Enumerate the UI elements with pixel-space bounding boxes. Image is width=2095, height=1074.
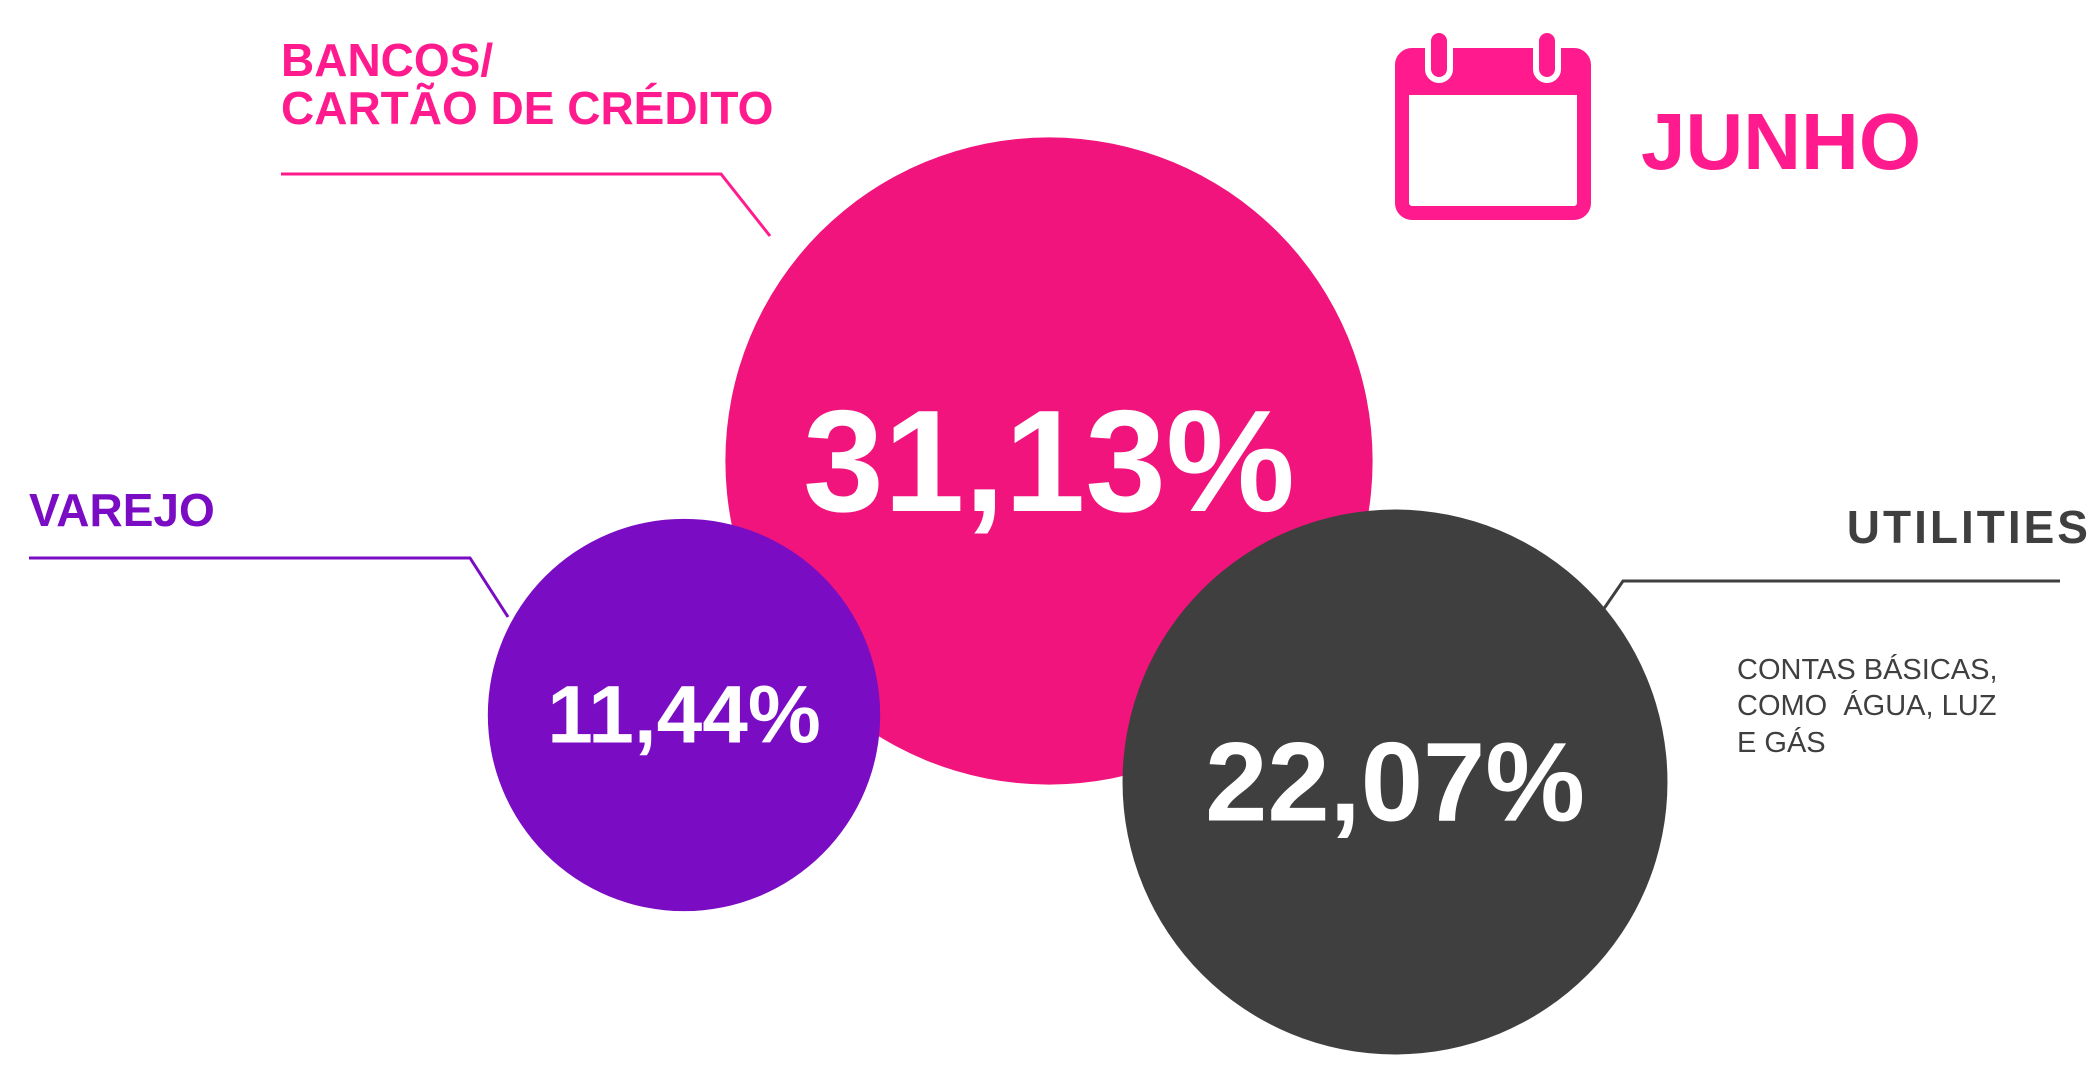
leader-line (281, 172, 772, 237)
calendar-ring (1425, 27, 1453, 83)
calendar-icon (1395, 27, 1591, 220)
calendar-ring (1533, 27, 1561, 83)
chart-title: JUNHO (1641, 97, 1922, 186)
leader-line (29, 556, 510, 618)
category-label: VAREJO (29, 484, 215, 536)
bubble (1122, 509, 1668, 1055)
value-label: 11,44% (547, 670, 821, 761)
category-label: BANCOS/ CARTÃO DE CRÉDITO (281, 34, 774, 135)
category-label: UTILITIES (1846, 501, 2091, 553)
annotation: CONTAS BÁSICAS, COMO ÁGUA, LUZ E GÁS (1737, 654, 1998, 759)
value-label: 31,13% (803, 380, 1295, 542)
bubble (487, 518, 881, 912)
value-label: 22,07% (1205, 720, 1585, 845)
leader-line (1581, 579, 2060, 640)
